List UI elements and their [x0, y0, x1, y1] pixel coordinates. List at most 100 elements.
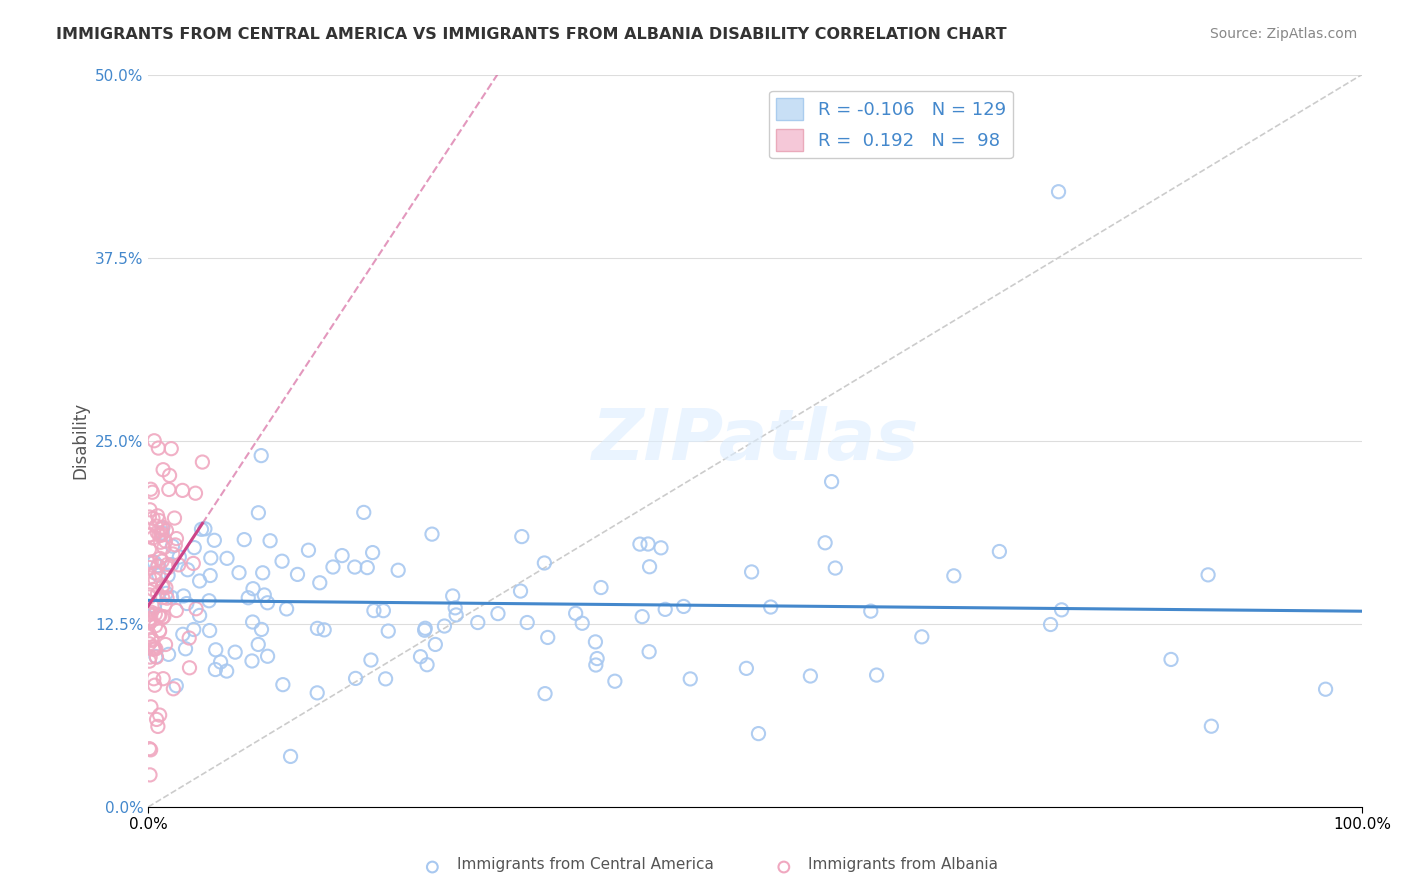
Point	[583, 635, 606, 649]
Point	[139, 482, 162, 496]
Point	[253, 588, 276, 602]
Point	[150, 528, 173, 542]
Point	[256, 596, 278, 610]
Point	[247, 637, 270, 651]
Point	[138, 607, 160, 622]
Point	[160, 591, 183, 605]
Point	[191, 455, 214, 469]
Point	[145, 519, 167, 533]
Point	[152, 463, 174, 477]
Point	[824, 561, 846, 575]
Point	[143, 573, 166, 587]
Point	[259, 533, 281, 548]
Y-axis label: Disability: Disability	[72, 402, 89, 479]
Point	[163, 511, 186, 525]
Point	[377, 624, 399, 638]
Point	[165, 679, 187, 693]
Point	[322, 560, 344, 574]
Point	[143, 555, 166, 569]
Point	[143, 641, 166, 656]
Point	[146, 525, 169, 540]
Point	[143, 678, 166, 692]
Point	[143, 600, 166, 615]
Point	[138, 510, 160, 524]
Point	[152, 672, 174, 686]
Point	[271, 678, 294, 692]
Point	[139, 503, 162, 517]
Point	[150, 522, 173, 536]
Point	[188, 574, 211, 588]
Point	[145, 650, 167, 665]
Point	[184, 601, 207, 615]
Point	[413, 621, 436, 635]
Point	[183, 623, 205, 637]
Point	[160, 558, 183, 572]
Point	[173, 589, 195, 603]
Point	[224, 645, 246, 659]
Point	[152, 580, 174, 594]
Point	[138, 528, 160, 542]
Point	[176, 597, 198, 611]
Point	[138, 613, 160, 627]
Point	[564, 607, 586, 621]
Point	[148, 624, 170, 638]
Point	[534, 687, 557, 701]
Point	[198, 593, 221, 607]
Point	[139, 605, 162, 619]
Point	[156, 591, 179, 606]
Point	[242, 582, 264, 596]
Point	[747, 726, 769, 740]
Point	[138, 588, 160, 602]
Legend: R = -0.106   N = 129, R =  0.192   N =  98: R = -0.106 N = 129, R = 0.192 N = 98	[769, 91, 1014, 159]
Point	[141, 633, 163, 648]
Point	[509, 584, 531, 599]
Point	[138, 616, 160, 631]
Point	[153, 609, 176, 624]
Point	[159, 468, 181, 483]
Point	[589, 581, 612, 595]
Point	[533, 556, 555, 570]
Point	[654, 602, 676, 616]
Text: IMMIGRANTS FROM CENTRAL AMERICA VS IMMIGRANTS FROM ALBANIA DISABILITY CORRELATIO: IMMIGRANTS FROM CENTRAL AMERICA VS IMMIG…	[56, 27, 1007, 42]
Point	[433, 619, 456, 633]
Point	[585, 658, 607, 673]
Point	[1039, 617, 1062, 632]
Point	[179, 631, 201, 645]
Point	[142, 640, 165, 654]
Point	[814, 536, 837, 550]
Point	[330, 549, 353, 563]
Point	[157, 483, 180, 497]
Point	[374, 672, 396, 686]
Point	[143, 607, 166, 621]
Point	[314, 623, 336, 637]
Point	[343, 560, 366, 574]
Point	[148, 528, 170, 542]
Point	[160, 442, 183, 456]
Point	[176, 563, 198, 577]
Point	[276, 602, 298, 616]
Point	[387, 563, 409, 577]
Point	[759, 600, 782, 615]
Point	[297, 543, 319, 558]
Point	[150, 525, 173, 540]
Point	[138, 607, 160, 621]
Point	[138, 615, 160, 629]
Point	[228, 566, 250, 580]
Point	[174, 641, 197, 656]
Point	[198, 624, 221, 638]
Point	[942, 569, 965, 583]
Point	[152, 521, 174, 535]
Point	[650, 541, 672, 555]
Point	[143, 566, 166, 580]
Point	[363, 604, 385, 618]
Point	[1201, 719, 1223, 733]
Point	[250, 449, 273, 463]
Point	[150, 527, 173, 541]
Point	[271, 554, 294, 568]
Point	[172, 483, 194, 498]
Point	[287, 567, 309, 582]
Point	[138, 612, 160, 626]
Point	[143, 434, 166, 448]
Point	[799, 669, 821, 683]
Point	[353, 505, 375, 519]
